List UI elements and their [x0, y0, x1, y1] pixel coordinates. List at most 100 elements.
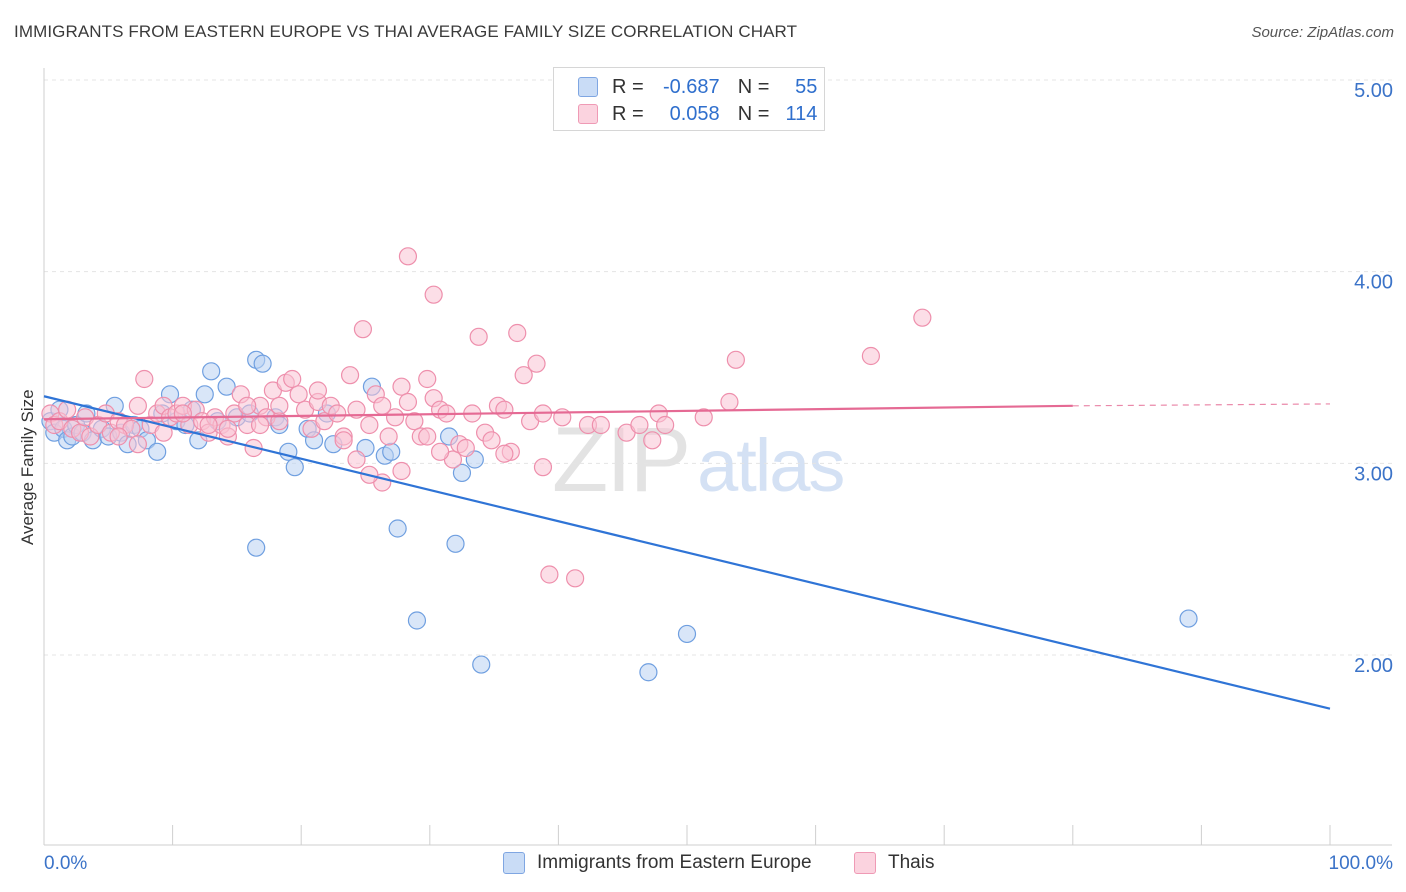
point-eastern-europe: [382, 442, 401, 461]
legend-r-value: 0.058: [669, 102, 720, 125]
point-thais: [913, 308, 932, 327]
point-thais: [328, 404, 347, 423]
point-thais: [347, 400, 366, 419]
legend-swatch-eastern-europe: [578, 77, 598, 97]
point-thais: [385, 408, 405, 427]
bottom-legend-eastern-europe: Immigrants from Eastern Europe: [503, 852, 812, 874]
source-note: Source: ZipAtlas.com: [1251, 24, 1394, 41]
point-thais: [398, 392, 418, 412]
legend-n-label: N =: [737, 75, 770, 98]
point-thais: [353, 320, 373, 339]
point-thais: [340, 366, 360, 385]
point-thais: [392, 461, 411, 481]
y-tick-label: 2.00: [1354, 655, 1393, 677]
point-thais: [533, 458, 553, 477]
point-thais: [418, 427, 437, 446]
trendline-thais-extension: [1072, 403, 1331, 407]
point-thais: [173, 404, 192, 423]
point-thais: [656, 415, 675, 435]
point-thais: [424, 285, 443, 304]
point-eastern-europe: [247, 538, 266, 557]
bottom-legend-label-eastern-europe: Immigrants from Eastern Europe: [537, 852, 812, 873]
correlation-legend: R = -0.687 N = 55 R = 0.058 N = 114: [553, 67, 825, 131]
bottom-legend-swatch-thais: [854, 852, 876, 874]
point-thais: [289, 385, 308, 404]
point-thais: [360, 415, 379, 435]
x-tick-label: 100.0%: [1329, 853, 1394, 874]
legend-row-eastern-europe: R = -0.687 N = 55: [578, 76, 817, 98]
legend-row-thais: R = 0.058 N = 114: [578, 103, 817, 125]
trendline-eastern-europe: [43, 395, 1331, 710]
point-thais: [250, 415, 270, 435]
point-eastern-europe: [195, 385, 214, 404]
point-eastern-europe: [148, 442, 167, 461]
point-thais: [128, 396, 147, 415]
point-thais: [430, 442, 450, 461]
legend-n-label: N =: [737, 102, 770, 125]
point-eastern-europe: [472, 655, 491, 674]
point-thais: [283, 369, 302, 389]
point-thais: [482, 431, 501, 450]
point-eastern-europe: [202, 362, 221, 381]
point-eastern-europe: [639, 663, 658, 682]
legend-r-value: -0.687: [662, 75, 720, 98]
point-thais: [540, 565, 559, 584]
point-thais: [630, 415, 649, 435]
point-eastern-europe: [1179, 609, 1198, 628]
y-tick-label: 5.00: [1354, 80, 1393, 102]
point-thais: [379, 427, 398, 446]
legend-n-value: 55: [795, 75, 818, 98]
legend-swatch-thais: [578, 104, 598, 124]
point-thais: [456, 438, 475, 458]
point-thais: [392, 377, 411, 396]
legend-n-value: 114: [785, 102, 818, 125]
point-thais: [154, 423, 173, 442]
point-thais: [128, 435, 147, 454]
point-thais: [334, 431, 353, 450]
point-eastern-europe: [677, 624, 697, 644]
x-tick-label: 0.0%: [44, 853, 87, 874]
point-thais: [591, 415, 610, 435]
point-thais: [109, 427, 128, 446]
legend-r-label: R =: [612, 75, 644, 98]
point-eastern-europe: [285, 458, 304, 477]
watermark-atlas: atlas: [697, 424, 845, 507]
bottom-legend-swatch-eastern-europe: [503, 852, 525, 874]
point-thais: [405, 412, 424, 431]
point-thais: [135, 369, 154, 389]
point-thais: [508, 323, 527, 343]
chart-title: IMMIGRANTS FROM EASTERN EUROPE VS THAI A…: [14, 22, 798, 41]
point-thais: [861, 346, 880, 366]
y-axis-label: Average Family Size: [18, 389, 37, 545]
point-thais: [418, 369, 437, 389]
point-thais: [218, 419, 237, 438]
point-eastern-europe: [388, 519, 407, 538]
point-eastern-europe: [446, 534, 465, 553]
point-thais: [514, 366, 533, 385]
point-thais: [270, 396, 289, 415]
point-thais: [527, 354, 546, 373]
point-thais: [694, 408, 713, 427]
bottom-legend-label-thais: Thais: [888, 852, 935, 873]
point-eastern-europe: [407, 611, 427, 630]
point-thais: [566, 569, 585, 588]
point-thais: [495, 444, 514, 463]
point-thais: [308, 381, 328, 400]
point-eastern-europe: [452, 463, 472, 483]
trendline-thais: [43, 404, 1073, 421]
point-thais: [199, 415, 218, 435]
y-tick-label: 3.00: [1354, 463, 1393, 485]
y-tick-label: 4.00: [1354, 272, 1393, 294]
point-eastern-europe: [217, 377, 236, 396]
point-thais: [347, 450, 366, 469]
point-eastern-europe: [253, 354, 272, 373]
bottom-legend-thais: Thais: [854, 852, 934, 874]
legend-r-label: R =: [612, 102, 644, 125]
point-thais: [726, 350, 745, 369]
point-thais: [643, 431, 662, 450]
point-thais: [720, 392, 739, 412]
point-thais: [469, 327, 488, 346]
point-thais: [238, 396, 257, 415]
point-thais: [398, 247, 418, 266]
